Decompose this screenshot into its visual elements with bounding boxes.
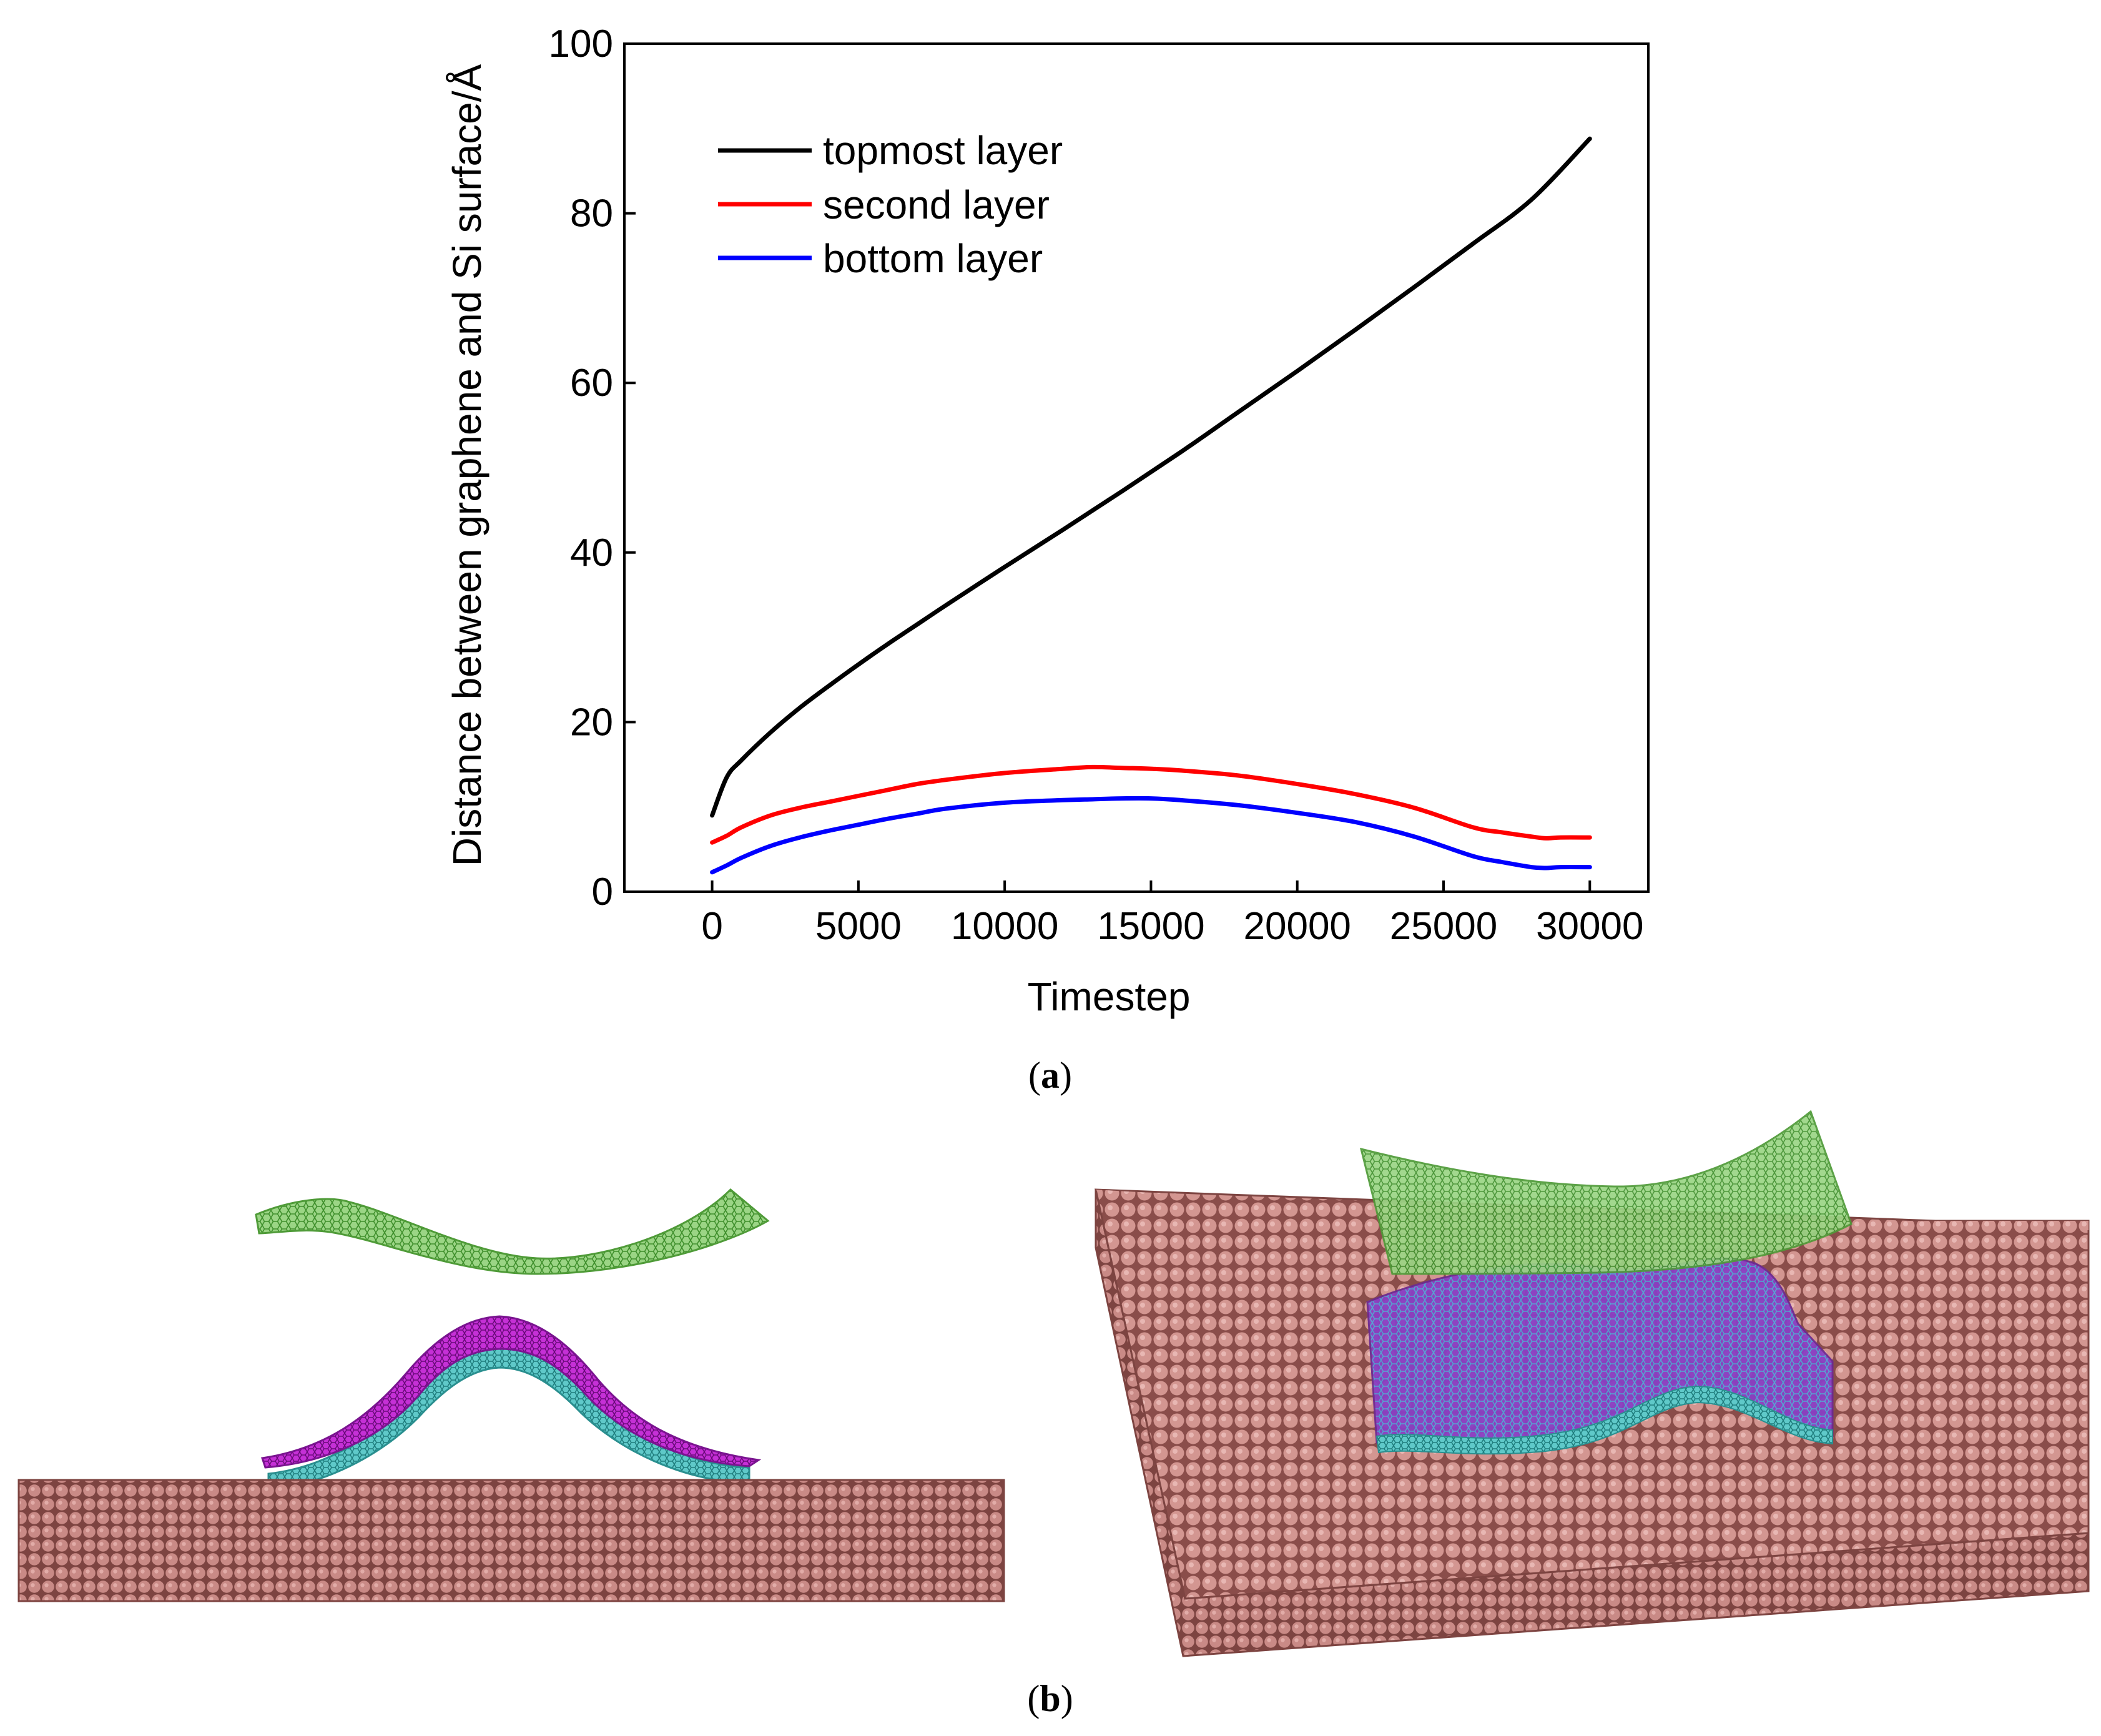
silicon-substrate-side xyxy=(17,1479,1005,1602)
legend: topmost layer second layer bottom layer xyxy=(718,128,1063,281)
legend-label-second-layer: second layer xyxy=(823,182,1050,227)
plot-frame xyxy=(623,42,1650,893)
y-tick-label: 100 xyxy=(549,22,613,66)
graphene-topmost-perspective xyxy=(1359,1110,1853,1275)
x-tick-label: 5000 xyxy=(815,905,902,948)
caption-b: (b) xyxy=(1027,1678,1073,1719)
y-axis: 0 20 40 60 80 100 xyxy=(549,22,636,914)
x-tick-label: 15000 xyxy=(1097,905,1204,948)
graphene-second-side xyxy=(261,1315,762,1469)
series-line-second-layer xyxy=(710,764,1592,845)
legend-label-bottom-layer: bottom layer xyxy=(823,236,1043,281)
y-tick-label: 0 xyxy=(592,870,613,914)
x-tick-label: 30000 xyxy=(1536,905,1643,948)
line-chart: 0 20 40 60 80 100 0 5000 10000 15000 20000 25000 30… xyxy=(445,22,1650,1019)
series-layer xyxy=(710,136,1592,875)
series-line-topmost-layer xyxy=(710,136,1592,818)
x-tick-label: 25000 xyxy=(1390,905,1497,948)
caption-b-letter: b xyxy=(1040,1678,1060,1719)
caption-a: (a) xyxy=(1028,1055,1072,1096)
y-tick-label: 60 xyxy=(570,362,613,405)
x-tick-label: 20000 xyxy=(1244,905,1351,948)
graphene-bottom-side xyxy=(267,1341,750,1491)
y-tick-label: 80 xyxy=(570,192,613,235)
caption-a-letter: a xyxy=(1041,1055,1060,1096)
y-tick-label: 20 xyxy=(570,701,613,744)
x-axis: 0 5000 10000 15000 20000 25000 30000 xyxy=(701,880,1643,948)
y-tick-label: 40 xyxy=(570,531,613,575)
perspective-view-illustration xyxy=(1095,1110,2090,1657)
x-tick-label: 0 xyxy=(701,905,722,948)
y-axis-title: Distance between graphene and Si surface… xyxy=(445,64,490,867)
graphene-topmost-side xyxy=(255,1188,770,1275)
x-tick-label: 10000 xyxy=(951,905,1058,948)
side-view-illustration xyxy=(17,1188,1005,1602)
legend-label-topmost-layer: topmost layer xyxy=(823,128,1063,173)
graphene-bottom-perspective xyxy=(1375,1385,1833,1455)
x-axis-title: Timestep xyxy=(1028,974,1191,1019)
silicon-substrate-top-edge xyxy=(1096,1190,2089,1230)
series-line-bottom-layer xyxy=(710,796,1592,875)
